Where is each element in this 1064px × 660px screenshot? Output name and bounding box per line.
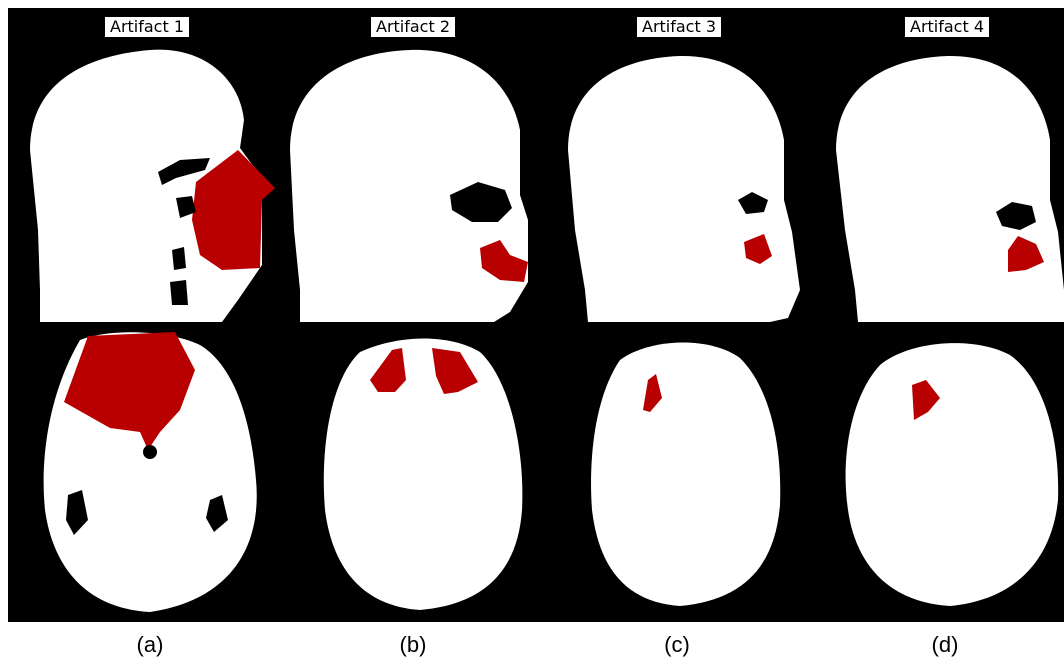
artifact-region-d-top <box>1008 236 1044 272</box>
dark-cavity-b-1 <box>450 182 512 222</box>
dark-cavity-d-1 <box>996 202 1036 230</box>
dark-cavity-a-2 <box>176 196 196 218</box>
panel-b-axial <box>323 338 523 610</box>
head-sagittal-c <box>568 55 800 322</box>
panel-label-d: Artifact 4 <box>904 16 991 38</box>
panel-label-a: Artifact 1 <box>104 16 191 38</box>
caption-d: (d) <box>931 632 959 657</box>
dark-cavity-a-6 <box>206 495 228 532</box>
artifact-region-d-bottom <box>912 380 940 420</box>
artifact-region-c-bottom <box>643 374 662 412</box>
panel-c-sagittal <box>568 55 800 322</box>
caption-a: (a) <box>136 632 164 657</box>
caption-b: (b) <box>399 632 427 657</box>
artifact-region-a-top <box>192 150 275 270</box>
caption-c: (c) <box>664 632 690 657</box>
artifact-region-b-top <box>480 240 528 282</box>
artifact-region-b-bottom-1 <box>370 348 406 392</box>
dark-spot-a <box>143 445 157 459</box>
panel-d-sagittal <box>836 55 1064 322</box>
head-sagittal-b <box>290 49 528 323</box>
panel-a-sagittal <box>30 49 275 322</box>
head-sagittal-d <box>836 55 1064 322</box>
panel-c-axial <box>591 342 781 606</box>
artifact-region-c-top <box>744 234 772 264</box>
dark-cavity-a-4 <box>170 280 188 305</box>
artifact-region-b-bottom-2 <box>432 348 478 394</box>
dark-cavity-a-1 <box>158 158 210 185</box>
panel-a-axial <box>43 332 257 612</box>
head-axial-d <box>845 343 1059 606</box>
head-axial-b <box>323 338 523 610</box>
dark-cavity-a-3 <box>172 247 186 270</box>
panel-b-sagittal <box>290 49 528 323</box>
artifact-region-a-bottom <box>64 332 195 450</box>
dark-cavity-a-5 <box>66 490 88 535</box>
head-axial-c <box>591 342 781 606</box>
dark-cavity-c-1 <box>738 192 768 214</box>
panel-d-axial <box>845 343 1059 606</box>
panel-label-b: Artifact 2 <box>370 16 457 38</box>
panel-label-c: Artifact 3 <box>636 16 723 38</box>
